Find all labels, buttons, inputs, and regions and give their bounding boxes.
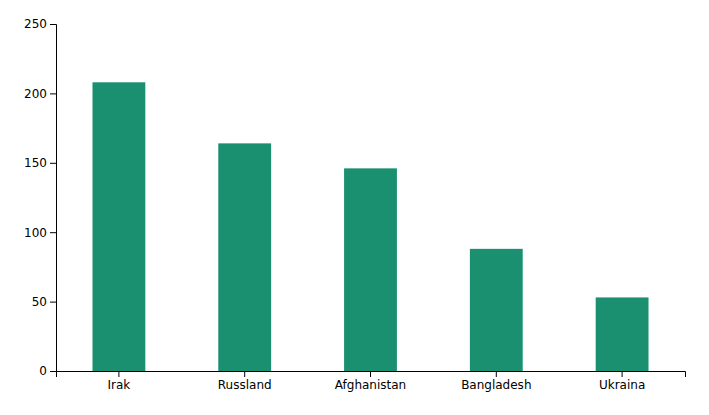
x-tick-mark: [370, 371, 371, 377]
x-tick-mark: [118, 371, 119, 377]
x-axis: Irak Russland Afghanistan Bangladesh Ukraina: [57, 371, 686, 392]
bar: [218, 143, 271, 371]
y-tick-label: 150: [24, 156, 47, 170]
y-axis: 0 50 100 150 200 250: [24, 17, 56, 378]
y-tick-label: 250: [24, 17, 47, 31]
y-tick-label: 200: [24, 87, 47, 101]
y-tick-label: 0: [39, 364, 47, 378]
plot-area: 0 50 100 150 200 250 Irak Russland Afghanistan Ba…: [24, 17, 685, 391]
x-tick-mark: [244, 371, 245, 377]
chart: 0 50 100 150 200 250 Irak Russland Afghanistan Ba…: [0, 0, 709, 415]
x-tick: Irak: [108, 371, 131, 392]
y-tick-label: 50: [32, 295, 47, 309]
x-tick: Ukraina: [599, 371, 645, 392]
y-tick-label: 100: [24, 226, 47, 240]
bar: [344, 168, 397, 371]
y-tick: 250: [24, 17, 56, 31]
bars: [92, 82, 648, 371]
x-tick: Bangladesh: [461, 371, 531, 392]
bar: [92, 82, 145, 371]
y-tick: 200: [24, 87, 56, 101]
bar: [596, 297, 649, 371]
y-axis-line: [50, 25, 57, 372]
x-tick-label: Ukraina: [599, 378, 645, 392]
x-tick-mark: [496, 371, 497, 377]
x-tick-mark: [622, 371, 623, 377]
y-tick-mark: [50, 24, 56, 25]
y-tick-mark: [50, 93, 56, 94]
y-tick-mark: [50, 371, 56, 372]
x-tick: Afghanistan: [335, 371, 406, 392]
y-tick: 50: [32, 295, 56, 309]
bar: [470, 249, 523, 371]
x-tick-label: Irak: [108, 378, 131, 392]
x-tick-label: Bangladesh: [461, 378, 531, 392]
y-tick: 150: [24, 156, 56, 170]
x-axis-line: [57, 372, 686, 378]
y-tick: 0: [39, 364, 56, 378]
y-tick-mark: [50, 163, 56, 164]
y-tick-mark: [50, 302, 56, 303]
x-tick-label: Russland: [218, 378, 272, 392]
y-tick: 100: [24, 226, 56, 240]
x-tick: Russland: [218, 371, 272, 392]
y-tick-mark: [50, 232, 56, 233]
x-tick-label: Afghanistan: [335, 378, 406, 392]
